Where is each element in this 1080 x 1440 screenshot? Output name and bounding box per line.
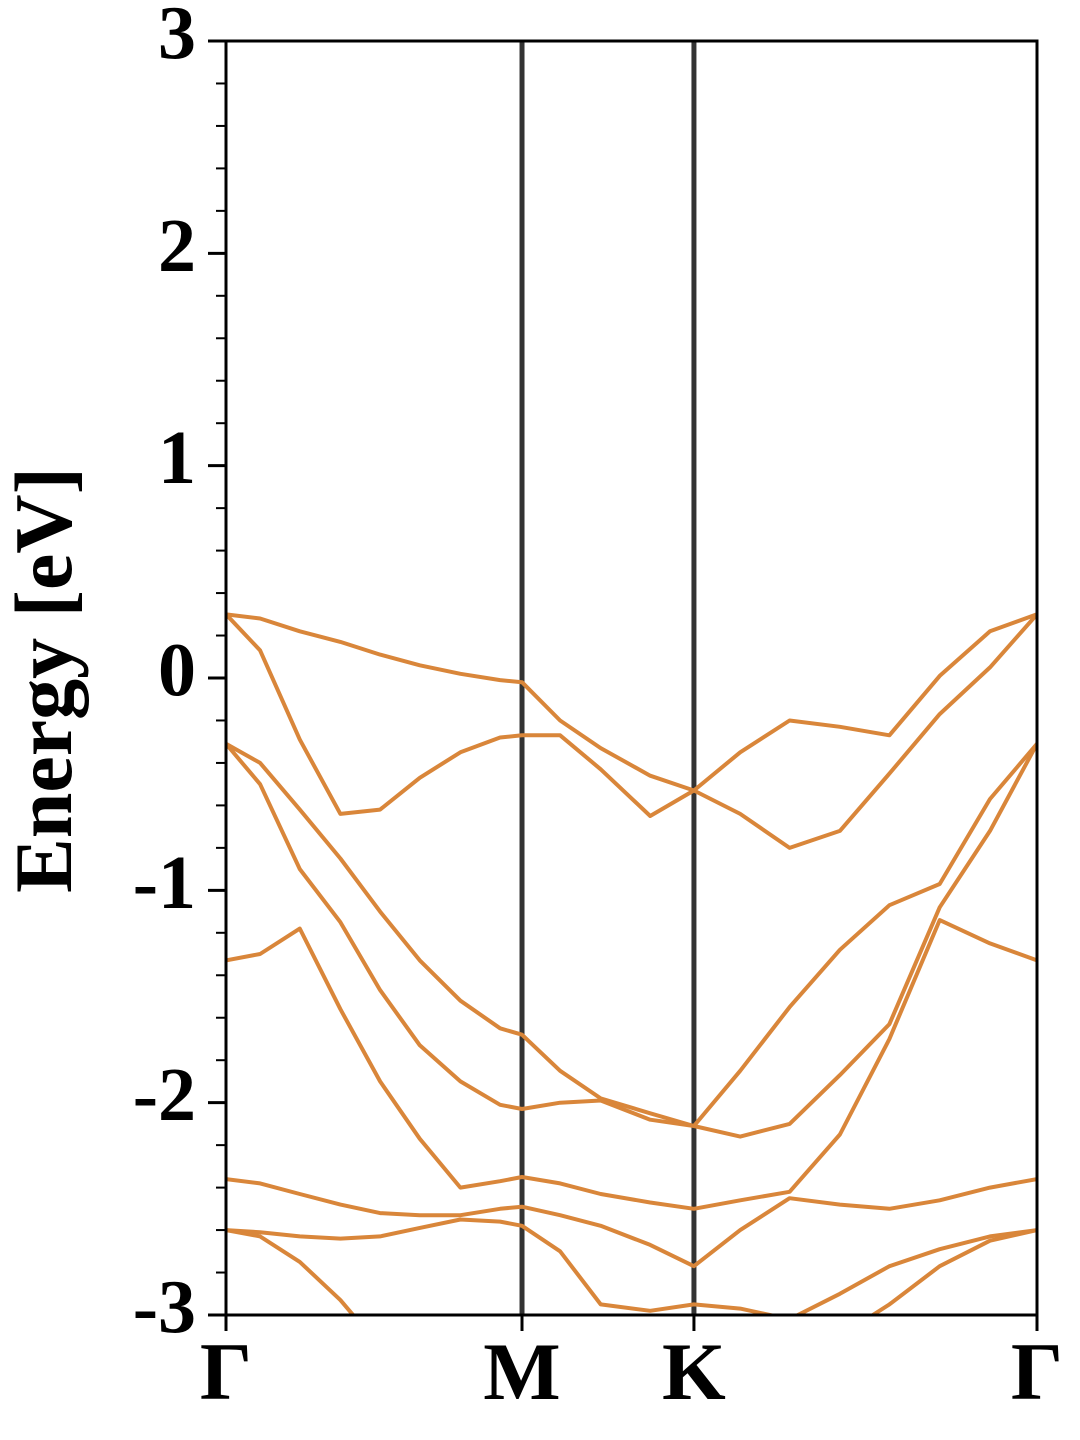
y-tick-label: 1 [158, 416, 196, 500]
x-tick-label: M [483, 1326, 560, 1417]
x-tick-label: Γ [200, 1326, 252, 1417]
band-line [226, 612, 1037, 850]
band-line [226, 741, 1037, 1128]
y-tick-label: -2 [133, 1053, 196, 1137]
band-line [226, 741, 1037, 1139]
x-tick-label: K [662, 1326, 726, 1417]
y-tick-label: -3 [133, 1265, 196, 1349]
y-axis-label: Energy [eV] [0, 467, 89, 893]
band-line [226, 1228, 1037, 1315]
y-tick-label: 3 [158, 0, 196, 75]
band-line [226, 918, 1037, 1211]
x-tick-label: Γ [1011, 1326, 1063, 1417]
plot-frame [224, 39, 1039, 1317]
band-line [226, 1177, 1037, 1269]
y-tick-label: -1 [133, 841, 196, 925]
bands [226, 612, 1037, 1315]
band-line [226, 1217, 1037, 1315]
y-tick-label: 2 [158, 204, 196, 288]
band-line [226, 612, 1037, 793]
y-tick-label: 0 [158, 628, 196, 712]
